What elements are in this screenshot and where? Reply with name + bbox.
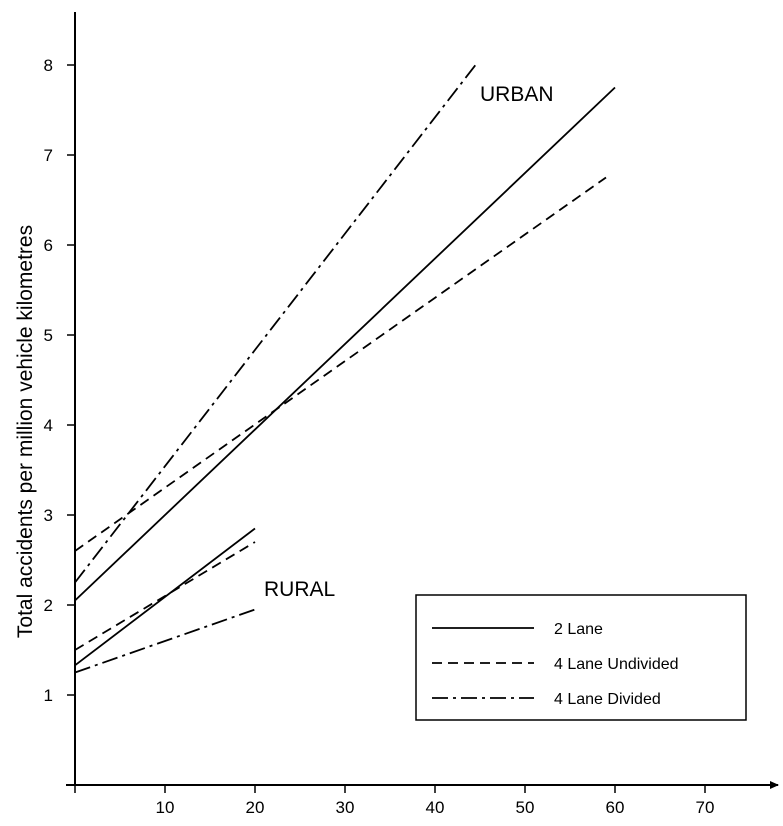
rural-label: RURAL (264, 578, 335, 601)
legend-label: 4 Lane Undivided (554, 656, 679, 673)
x-tick-label: 30 (336, 798, 355, 817)
y-tick-label: 7 (44, 146, 53, 165)
y-tick-label: 2 (44, 596, 53, 615)
y-tick-label: 4 (44, 416, 53, 435)
x-tick-label: 50 (516, 798, 535, 817)
x-tick-label: 60 (606, 798, 625, 817)
urban-4-lane-divided-line (74, 64, 477, 584)
urban-2-lane-line (74, 86, 616, 602)
legend-label: 4 Lane Divided (554, 691, 661, 708)
rural-4-lane-divided-line (74, 608, 256, 674)
x-tick-label: 10 (156, 798, 175, 817)
x-tick-label: 40 (426, 798, 445, 817)
rural-4-lane-undivided-line (74, 541, 256, 651)
urban-label: URBAN (480, 83, 554, 106)
y-axis-title: Total accidents per million vehicle kilo… (14, 225, 37, 638)
y-tick-label: 3 (44, 506, 53, 525)
y-tick-label: 5 (44, 326, 53, 345)
legend-label: 2 Lane (554, 621, 603, 638)
y-tick-label: 6 (44, 236, 53, 255)
legend-box (415, 594, 747, 721)
y-tick-label: 1 (44, 686, 53, 705)
x-tick-label: 20 (246, 798, 265, 817)
urban-4-lane-undivided-line (74, 176, 607, 552)
y-tick-label: 8 (44, 56, 53, 75)
x-tick-label: 70 (696, 798, 715, 817)
